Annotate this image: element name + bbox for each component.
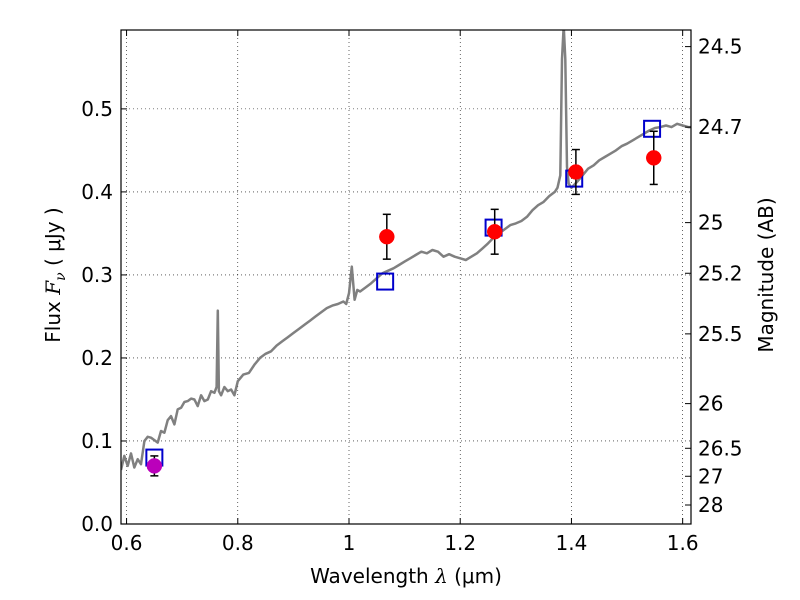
y-tick-label: 0.0 (81, 512, 113, 536)
y-tick-label: 0.3 (81, 263, 113, 287)
x-tick-label: 1 (343, 531, 356, 555)
x-tick-label: 0.6 (111, 531, 143, 555)
observed-point (568, 164, 584, 180)
y-tick-label: 0.1 (81, 429, 113, 453)
observed-point (486, 224, 503, 240)
plot-area (121, 30, 691, 477)
model-point (376, 272, 395, 291)
right-tick-label: 25 (698, 211, 723, 235)
right-tick-label: 28 (698, 493, 723, 517)
right-tick-label: 26 (698, 392, 723, 416)
right-tick-label: 25.2 (698, 261, 743, 285)
y-tick-label: 0.4 (81, 180, 113, 204)
right-tick-label: 24.5 (698, 35, 743, 59)
right-tick-label: 24.7 (698, 115, 743, 139)
right-tick-label: 26.5 (698, 436, 743, 460)
right-tick-label: 27 (698, 464, 723, 488)
plot-frame (120, 29, 692, 525)
grid-lines (121, 30, 691, 524)
model-point (643, 119, 662, 138)
observed-point (645, 150, 662, 166)
x-tick-label: 0.8 (222, 531, 254, 555)
observed-point (379, 228, 395, 245)
x-tick-label: 1.6 (667, 531, 699, 555)
right-axis-label: Magnitude (AB) (754, 197, 778, 352)
highlight-point (146, 458, 163, 474)
x-axis-label: Wavelength λ (μm) (310, 564, 502, 588)
x-tick-label: 1.4 (556, 531, 588, 555)
y-axis-label: Flux Fν ( μJy ) (41, 207, 69, 342)
axis-ticks: 0.6 0.8 1 1.2 1.4 1.6 0.0 0.1 0.2 0.3 0.4 0.5 24.5 24… (81, 30, 743, 555)
y-tick-label: 0.5 (81, 97, 113, 121)
x-tick-label: 1.2 (444, 531, 476, 555)
spectrum-line (121, 30, 691, 471)
axis-labels: Wavelength λ (μm) Flux Fν ( μJy ) Magnit… (41, 197, 778, 588)
y-tick-label: 0.2 (81, 346, 113, 370)
plot-data (121, 30, 691, 477)
right-tick-label: 25.5 (698, 322, 743, 346)
